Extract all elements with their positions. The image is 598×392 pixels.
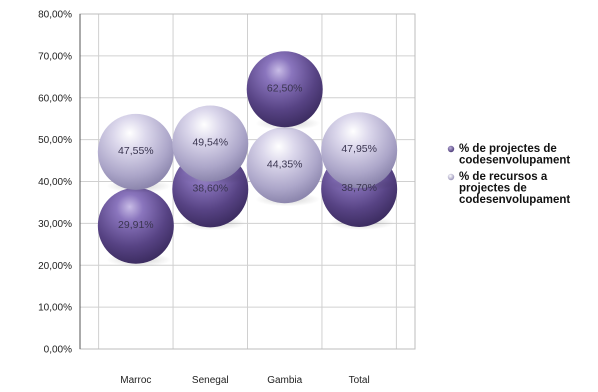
data-labels: 29,91% 38,60% 62,50% 38,70% 47,55% 49,54% 44,3… xyxy=(118,82,377,230)
bubble-recursos-gambia xyxy=(246,127,323,204)
bubbles xyxy=(97,51,398,267)
bubble-recursos-total xyxy=(321,112,398,189)
bubble-projectes-marroc xyxy=(97,187,174,264)
legend-entry-text: codesenvolupament xyxy=(459,194,570,206)
legend-marker-recursos xyxy=(447,173,455,181)
y-tick-label: 30,00% xyxy=(38,219,72,230)
data-label: 62,50% xyxy=(267,82,303,94)
legend-entry-text: codesenvolupament xyxy=(459,155,570,167)
data-label: 29,91% xyxy=(118,219,154,231)
bubble-projectes-gambia xyxy=(246,51,323,128)
legend-entry-text: projectes de xyxy=(459,183,527,195)
data-label: 44,35% xyxy=(267,158,303,170)
data-label: 49,54% xyxy=(192,137,228,149)
y-tick-label: 10,00% xyxy=(38,303,72,314)
y-tick-label: 20,00% xyxy=(38,261,72,272)
x-category-label: Gambia xyxy=(267,375,302,386)
y-tick-label: 50,00% xyxy=(38,135,72,146)
x-category-label: Marroc xyxy=(120,375,151,386)
x-category-label: Total xyxy=(349,375,370,386)
legend-entry-text: % de recursos a xyxy=(459,171,548,183)
y-tick-label: 70,00% xyxy=(38,51,72,62)
legend-entry-text: % de projectes de xyxy=(459,143,557,155)
bubble-recursos-marroc xyxy=(97,113,174,190)
x-axis: Marroc Senegal Gambia Total xyxy=(120,375,369,386)
data-label: 47,95% xyxy=(341,143,377,155)
x-category-label: Senegal xyxy=(192,375,229,386)
bubble-recursos-senegal xyxy=(172,105,249,182)
y-tick-label: 0,00% xyxy=(44,345,72,356)
data-label: 47,55% xyxy=(118,145,154,157)
data-label: 38,70% xyxy=(341,182,377,194)
y-tick-label: 40,00% xyxy=(38,177,72,188)
data-label: 38,60% xyxy=(192,182,228,194)
y-tick-label: 80,00% xyxy=(38,10,72,21)
legend-marker-projectes xyxy=(447,145,455,153)
y-tick-label: 60,00% xyxy=(38,93,72,104)
y-axis: 0,00% 10,00% 20,00% 30,00% 40,00% 50,00% 60,00… xyxy=(38,10,81,356)
